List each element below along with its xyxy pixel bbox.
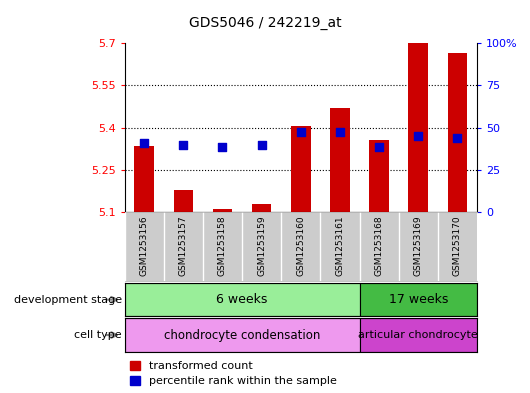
Text: GSM1253158: GSM1253158 [218,216,227,276]
Bar [291,126,311,212]
Bar [369,140,389,212]
Bar [330,108,350,212]
Point [414,133,422,140]
Legend: transformed count, percentile rank within the sample: transformed count, percentile rank withi… [130,361,337,386]
Point [218,144,227,151]
Bar [134,146,154,212]
Text: GDS5046 / 242219_at: GDS5046 / 242219_at [189,16,341,30]
Bar [125,283,359,316]
Bar [252,204,271,212]
Text: cell type: cell type [74,330,122,340]
Point [297,129,305,135]
Text: GSM1253168: GSM1253168 [375,216,384,276]
Point [375,144,383,151]
Text: GSM1253161: GSM1253161 [335,216,344,276]
Text: GSM1253157: GSM1253157 [179,216,188,276]
Text: GSM1253170: GSM1253170 [453,216,462,276]
Text: articular chondrocyte: articular chondrocyte [358,330,478,340]
Point [335,129,344,135]
Bar [125,318,359,352]
Text: 17 weeks: 17 weeks [388,293,448,306]
Bar [173,190,193,212]
Text: 6 weeks: 6 weeks [216,293,268,306]
Bar [359,318,477,352]
Point [453,134,462,141]
Bar [359,283,477,316]
Point [140,140,148,146]
Text: GSM1253156: GSM1253156 [139,216,148,276]
Bar [213,209,232,212]
Text: GSM1253159: GSM1253159 [257,216,266,276]
Text: chondrocyte condensation: chondrocyte condensation [164,329,320,342]
Bar [409,43,428,212]
Text: GSM1253169: GSM1253169 [414,216,423,276]
Bar [448,53,467,212]
Point [179,141,188,148]
Text: GSM1253160: GSM1253160 [296,216,305,276]
Point [258,141,266,148]
Text: development stage: development stage [14,295,122,305]
